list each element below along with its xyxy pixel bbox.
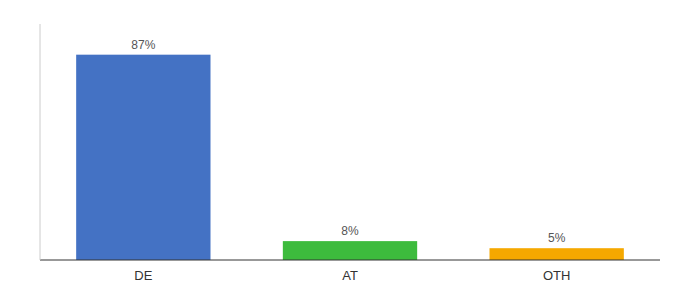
- x-tick-label: DE: [134, 268, 152, 283]
- bar: [76, 55, 210, 260]
- x-tick-label: AT: [342, 268, 358, 283]
- chart-svg: DE AT OTH 87% 8% 5%: [0, 0, 680, 300]
- data-label: 87%: [131, 38, 155, 52]
- y-axis-line: [40, 24, 41, 260]
- chart-container: DE AT OTH 87% 8% 5%: [0, 0, 680, 300]
- x-axis-line: [40, 260, 660, 261]
- bars: [76, 55, 624, 260]
- data-label: 8%: [341, 224, 359, 238]
- data-label: 5%: [548, 231, 566, 245]
- bar: [283, 241, 417, 260]
- x-tick-label: OTH: [543, 268, 570, 283]
- bar: [490, 248, 624, 260]
